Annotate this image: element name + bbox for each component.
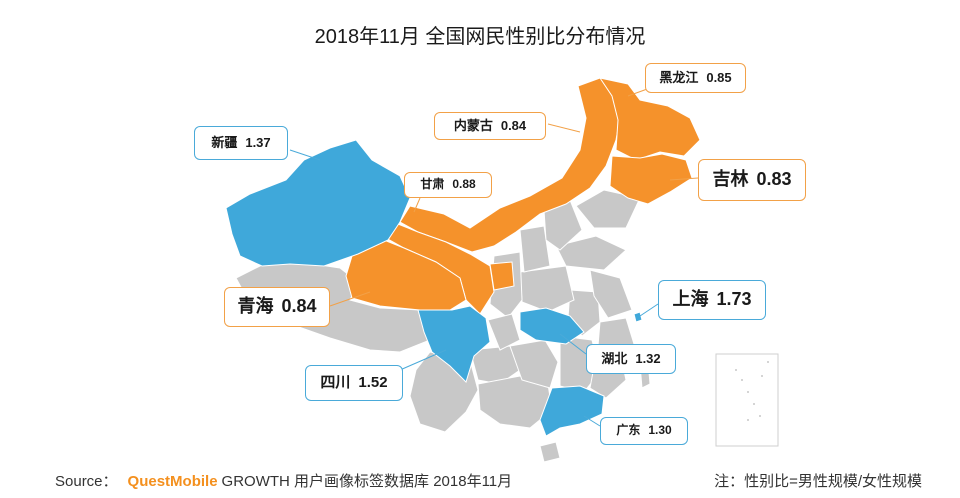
callout-xinjiang: 新疆 1.37 xyxy=(194,126,288,160)
callout-value: 1.37 xyxy=(245,135,271,150)
leader-shanghai xyxy=(639,303,659,317)
province-shanghai xyxy=(633,311,643,323)
leader-xinjiang xyxy=(289,149,321,161)
callout-value: 1.73 xyxy=(716,289,752,309)
callout-value: 1.52 xyxy=(358,374,388,391)
callout-value: 0.84 xyxy=(281,296,317,316)
leader-guangdong xyxy=(583,415,601,427)
province-hunan xyxy=(509,339,559,389)
leader-qinghai xyxy=(329,291,371,307)
leader-sichuan xyxy=(399,349,447,371)
callout-value: 1.32 xyxy=(635,351,661,366)
high-ratio-provinces xyxy=(225,139,643,437)
leader-gansu xyxy=(413,197,421,213)
callout-value: 0.85 xyxy=(706,70,732,85)
province-neimenggu xyxy=(399,77,623,253)
callout-name: 黑龙江 xyxy=(659,70,699,85)
callout-shanghai: 上海 1.73 xyxy=(658,280,766,320)
callout-gansu: 甘肃 0.88 xyxy=(404,172,492,198)
brand-name: QuestMobile xyxy=(127,473,218,490)
south-sea-inset xyxy=(715,353,779,447)
callout-name: 湖北 xyxy=(601,351,628,366)
callout-name: 吉林 xyxy=(712,169,749,189)
callout-hubei: 湖北 1.32 xyxy=(586,344,676,374)
province-qinghai xyxy=(345,239,467,311)
callout-jilin: 吉林 0.83 xyxy=(698,159,806,201)
callout-guangdong: 广东 1.30 xyxy=(600,417,688,445)
leader-hubei xyxy=(559,333,587,355)
province-xinjiang xyxy=(225,139,411,267)
callout-name: 四川 xyxy=(320,374,351,391)
callout-value: 0.83 xyxy=(756,169,792,189)
province-jiangsu xyxy=(589,269,633,319)
province-ningxia xyxy=(489,261,515,291)
callout-value: 0.84 xyxy=(500,118,527,133)
source-label: Source： xyxy=(55,473,118,490)
province-chongqing xyxy=(487,313,521,351)
south-sea-islands xyxy=(735,361,769,421)
province-hubei xyxy=(519,307,585,345)
callout-qinghai: 青海 0.84 xyxy=(224,287,330,327)
source-text: GROWTH 用户画像标签数据库 2018年11月 xyxy=(221,473,513,490)
province-hainan xyxy=(539,441,561,463)
province-shanxi xyxy=(519,225,551,273)
province-guangdong xyxy=(539,385,605,437)
province-heilongjiang xyxy=(598,77,701,161)
province-henan xyxy=(519,265,575,313)
province-shandong xyxy=(555,235,627,271)
callout-name: 广东 xyxy=(616,423,641,437)
source-footer: Source： QuestMobile GROWTH 用户画像标签数据库 2018年… xyxy=(55,470,512,491)
note-footer: 注：性别比=男性规模/女性规模 xyxy=(714,473,922,490)
province-liaoning xyxy=(575,189,641,229)
province-sichuan xyxy=(417,305,491,383)
callout-name: 上海 xyxy=(672,289,709,309)
low-ratio-provinces xyxy=(345,77,701,315)
callout-name: 新疆 xyxy=(211,135,238,150)
callout-name: 青海 xyxy=(237,296,274,316)
callout-value: 1.30 xyxy=(648,423,672,437)
callout-sichuan: 四川 1.52 xyxy=(305,365,403,401)
callout-neimenggu: 内蒙古 0.84 xyxy=(434,112,546,140)
chart-title: 2018年11月 全国网民性别比分布情况 xyxy=(314,26,646,48)
callout-value: 0.88 xyxy=(452,177,476,191)
province-jilin xyxy=(609,153,693,205)
callout-heilongjiang: 黑龙江 0.85 xyxy=(645,63,746,93)
leader-jilin xyxy=(669,177,699,181)
callout-name: 甘肃 xyxy=(420,177,445,191)
leader-neimenggu xyxy=(547,123,581,133)
callout-name: 内蒙古 xyxy=(453,118,493,133)
